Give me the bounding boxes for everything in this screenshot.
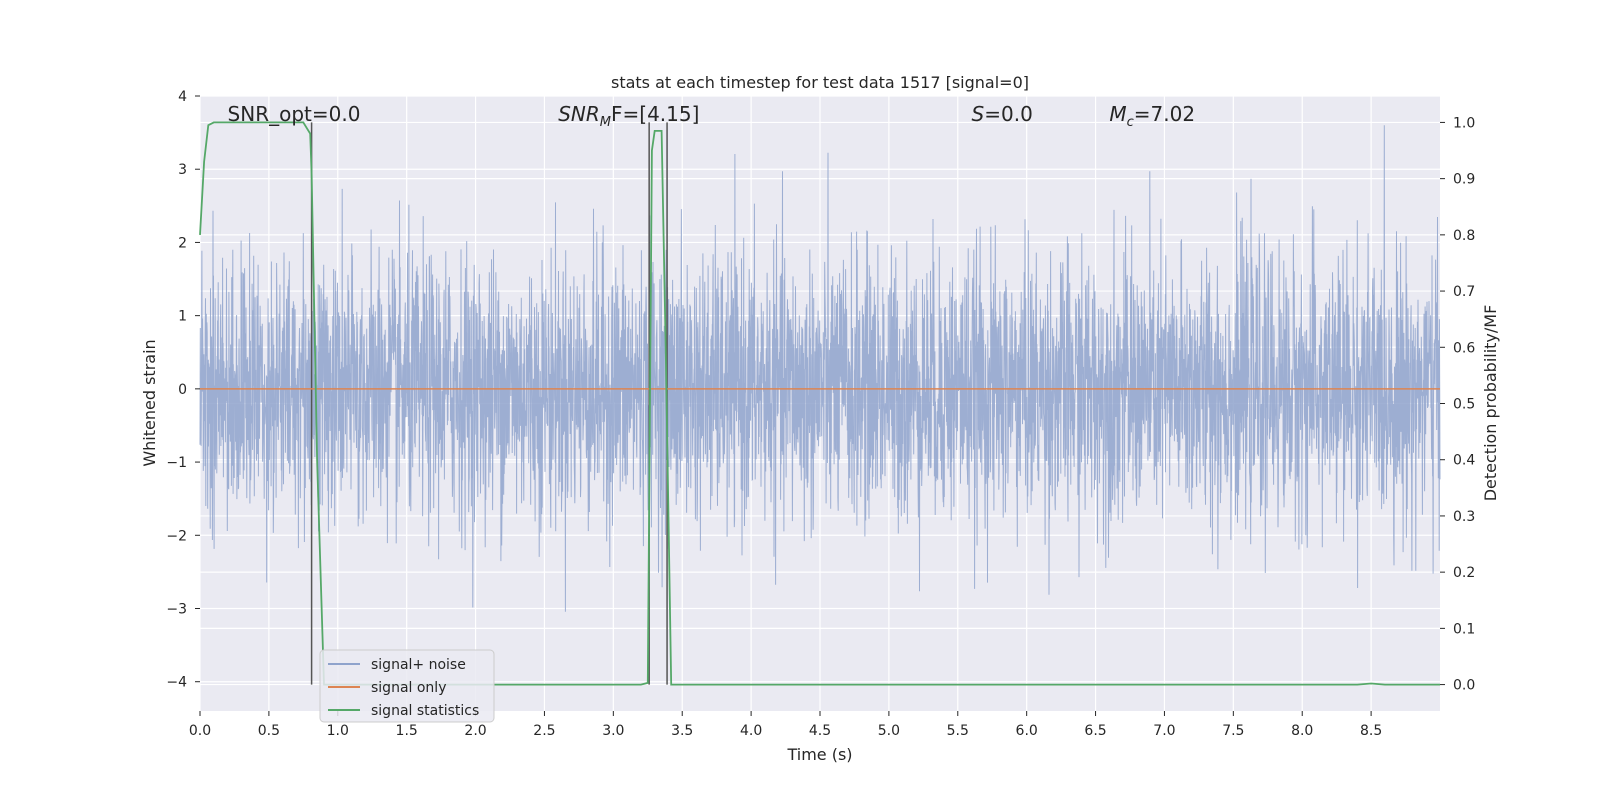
x-tick-label: 7.5 [1222, 723, 1244, 739]
x-tick-label: 3.0 [602, 723, 624, 739]
y2-tick-label: 0.5 [1453, 397, 1475, 413]
noise-series [199, 125, 1441, 612]
x-tick-label: 0.0 [189, 723, 211, 739]
annotation-3: Mc=7.02 [1109, 102, 1195, 130]
legend-entry: signal+ noise [371, 657, 466, 673]
y2-tick-label: 0.8 [1453, 228, 1475, 244]
y-tick-label: 0 [178, 382, 187, 398]
x-tick-label: 8.5 [1360, 723, 1382, 739]
x-tick-label: 2.0 [464, 723, 486, 739]
x-tick-label: 0.5 [258, 723, 280, 739]
noise-line [199, 125, 1441, 612]
y2-tick-label: 0.2 [1453, 565, 1475, 581]
annotation-0: SNR_opt=0.0 [228, 102, 361, 126]
x-tick-label: 1.5 [396, 723, 418, 739]
y2-tick-label: 0.1 [1453, 621, 1475, 637]
x-tick-label: 6.0 [1016, 723, 1038, 739]
chart-title: stats at each timestep for test data 151… [611, 73, 1029, 92]
x-tick-label: 3.5 [671, 723, 693, 739]
y-tick-label: 3 [178, 162, 187, 178]
y2-tick-label: 0.7 [1453, 284, 1475, 300]
x-tick-label: 7.0 [1153, 723, 1175, 739]
axis-ticks: 0.0 0.5 1.0 1.5 2.0 2.5 3.0 3.5 4.0 4.5 5.0 5.5 6.0 6… [166, 89, 1475, 739]
x-tick-label: 1.0 [327, 723, 349, 739]
y-tick-label: 1 [178, 309, 187, 325]
y2-tick-label: 0.9 [1453, 172, 1475, 188]
y2-tick-label: 1.0 [1453, 115, 1475, 131]
x-axis-label: Time (s) [786, 745, 852, 764]
legend-entry: signal statistics [371, 703, 479, 719]
x-tick-label: 8.0 [1291, 723, 1313, 739]
x-tick-label: 4.5 [809, 723, 831, 739]
y-tick-label: −1 [166, 455, 187, 471]
annotations: SNR_opt=0.0 SNRMF=[4.15] S=0.0 Mc=7.02 [228, 102, 1195, 130]
x-tick-label: 5.0 [878, 723, 900, 739]
y-tick-label: 4 [178, 89, 187, 105]
signal-statistics-series [199, 121, 1440, 686]
y2-tick-label: 0.6 [1453, 340, 1475, 356]
annotation-1: SNRMF=[4.15] [558, 102, 699, 130]
y2-tick-label: 0.0 [1453, 678, 1475, 694]
y2-tick-label: 0.3 [1453, 509, 1475, 525]
x-tick-label: 5.5 [947, 723, 969, 739]
y2-axis-label: Detection probability/MF [1481, 305, 1500, 502]
x-tick-label: 4.0 [740, 723, 762, 739]
legend-box [319, 649, 495, 723]
y-tick-label: −2 [166, 528, 187, 544]
annotation-2: S=0.0 [972, 102, 1033, 126]
signal-statistics-line [199, 121, 1440, 686]
x-tick-label: 6.5 [1084, 723, 1106, 739]
y-tick-label: −4 [166, 675, 187, 691]
legend: signal+ noise signal only signal statistic… [319, 649, 495, 723]
y-tick-label: −3 [166, 602, 187, 618]
y-tick-label: 2 [178, 235, 187, 251]
y2-tick-label: 0.4 [1453, 453, 1475, 469]
legend-entry: signal only [371, 680, 446, 696]
y-axis-label: Whitened strain [140, 339, 159, 466]
x-tick-label: 2.5 [533, 723, 555, 739]
